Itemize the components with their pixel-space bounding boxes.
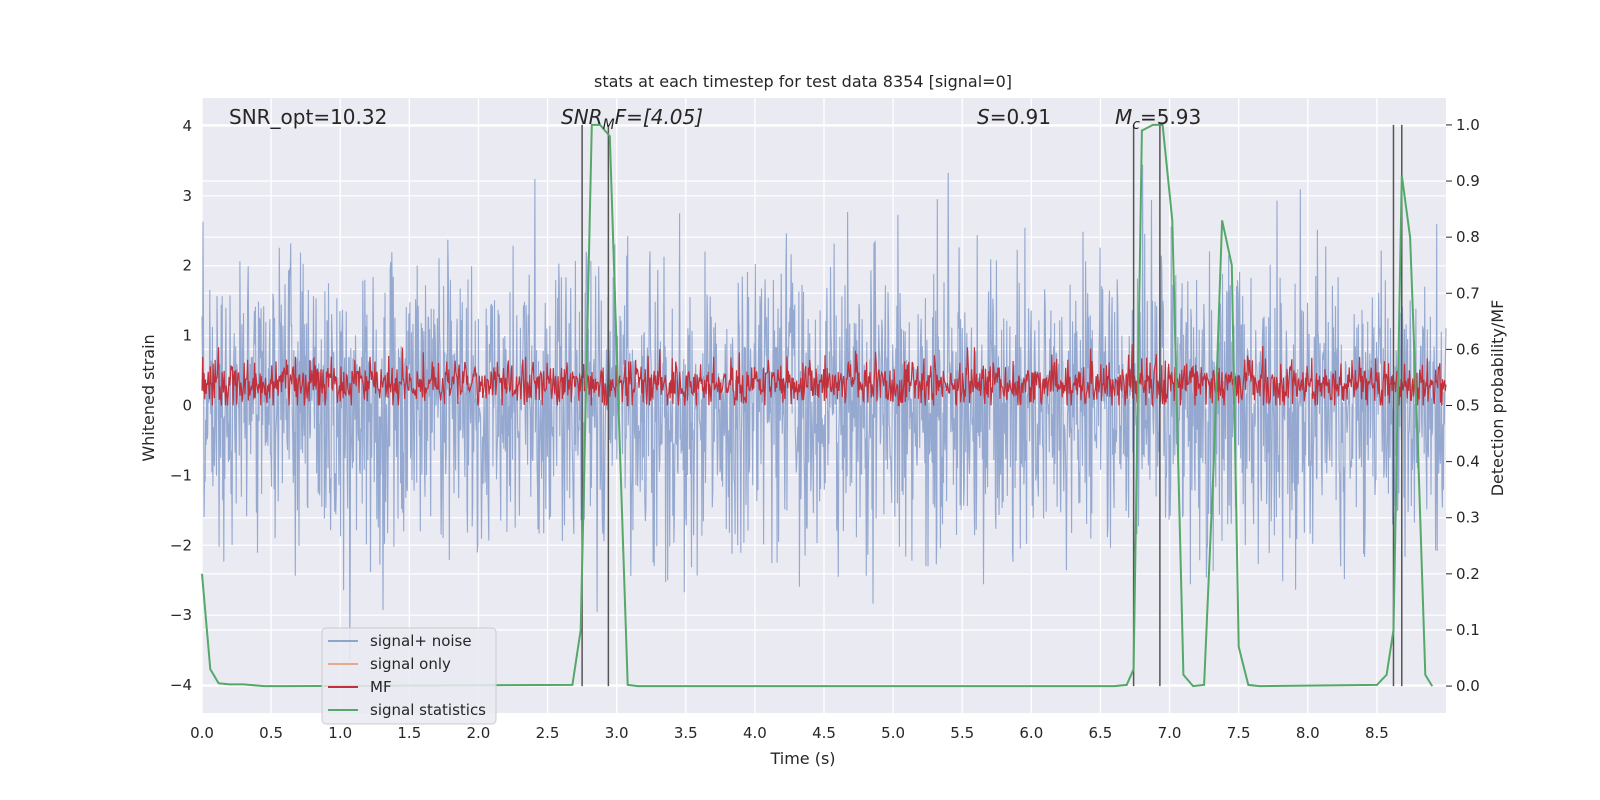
y-tick-label: 0 (182, 397, 192, 415)
x-tick-label: 8.0 (1296, 724, 1320, 742)
x-tick-label: 6.5 (1089, 724, 1113, 742)
snr-mf-symbol: SNR (561, 105, 603, 129)
x-tick-label: 5.0 (881, 724, 905, 742)
y2-ticks: 0.0 0.1 0.2 0.3 0.4 0.5 0.6 0.7 0.8 0.9 1.0 (1446, 116, 1480, 695)
noise-line (201, 164, 1447, 659)
legend-box (321, 627, 497, 725)
y-ticks: −4 −3 −2 −1 0 1 2 3 4 (170, 117, 192, 694)
y2-tick-label: 0.6 (1456, 340, 1480, 358)
annotation-s: S=0.91 (977, 105, 1051, 129)
snr-mf-subscript: M (603, 117, 615, 133)
y2-tick-label: 0.4 (1456, 453, 1480, 471)
legend-label-noise: signal+ noise (370, 632, 472, 650)
y2-tick-label: 0.0 (1456, 677, 1480, 695)
y-tick-label: −4 (170, 676, 192, 694)
legend-label-signal-only: signal only (370, 655, 451, 673)
x-tick-label: 4.5 (812, 724, 836, 742)
x-tick-label: 5.5 (950, 724, 974, 742)
annotation-snr-opt: SNR_opt=10.32 (229, 105, 387, 129)
x-ticks: 0.0 0.5 1.0 1.5 2.0 2.5 3.0 3.5 4.0 4.5 5.0 5.5 6.0 6… (190, 724, 1389, 742)
x-tick-label: 2.5 (536, 724, 560, 742)
x-tick-label: 7.0 (1158, 724, 1182, 742)
mc-subscript: c (1132, 117, 1140, 133)
x-tick-label: 4.0 (743, 724, 767, 742)
y2-tick-label: 0.1 (1456, 621, 1480, 639)
y2-tick-label: 0.2 (1456, 565, 1480, 583)
y2-tick-label: 1.0 (1456, 116, 1480, 134)
x-tick-label: 7.5 (1227, 724, 1251, 742)
y2-tick-label: 0.7 (1456, 284, 1480, 302)
x-tick-label: 8.5 (1365, 724, 1389, 742)
x-tick-label: 6.0 (1019, 724, 1043, 742)
y2-tick-label: 0.3 (1456, 509, 1480, 527)
s-symbol: S (977, 105, 990, 129)
annotation-mc: Mc=5.93 (1115, 105, 1201, 133)
y2-tick-label: 0.5 (1456, 397, 1480, 415)
y-tick-label: 4 (182, 117, 192, 135)
y2-axis-label: Detection probability/MF (1488, 300, 1507, 497)
x-tick-label: 3.0 (605, 724, 629, 742)
snr-mf-value: F=[4.05] (615, 105, 703, 129)
y2-tick-label: 0.8 (1456, 228, 1480, 246)
y-tick-label: −2 (170, 536, 192, 554)
x-tick-label: 1.0 (328, 724, 352, 742)
legend-label-mf: MF (370, 678, 392, 696)
legend-label-stats: signal statistics (370, 701, 486, 719)
x-tick-label: 0.5 (259, 724, 283, 742)
y-axis-label: Whitened strain (139, 334, 158, 461)
y2-tick-label: 0.9 (1456, 172, 1480, 190)
noise-series (201, 164, 1447, 659)
x-tick-label: 0.0 (190, 724, 214, 742)
x-tick-label: 1.5 (397, 724, 421, 742)
y-tick-label: 1 (182, 327, 192, 345)
y-tick-label: −3 (170, 606, 192, 624)
mf-line (201, 344, 1447, 408)
x-tick-label: 2.0 (467, 724, 491, 742)
mf-series (201, 344, 1447, 408)
legend: signal+ noise signal only MF signal stat… (321, 627, 497, 725)
mc-value: =5.93 (1140, 105, 1201, 129)
y-tick-label: 2 (182, 257, 192, 275)
s-value: =0.91 (990, 105, 1051, 129)
y-tick-label: −1 (170, 466, 192, 484)
annotation-snr-mf: SNRMF=[4.05] (561, 105, 703, 133)
mc-symbol: M (1115, 105, 1132, 129)
x-axis-label: Time (s) (769, 749, 835, 768)
chart-title: stats at each timestep for test data 835… (594, 72, 1012, 91)
x-tick-label: 3.5 (674, 724, 698, 742)
y-tick-label: 3 (182, 187, 192, 205)
